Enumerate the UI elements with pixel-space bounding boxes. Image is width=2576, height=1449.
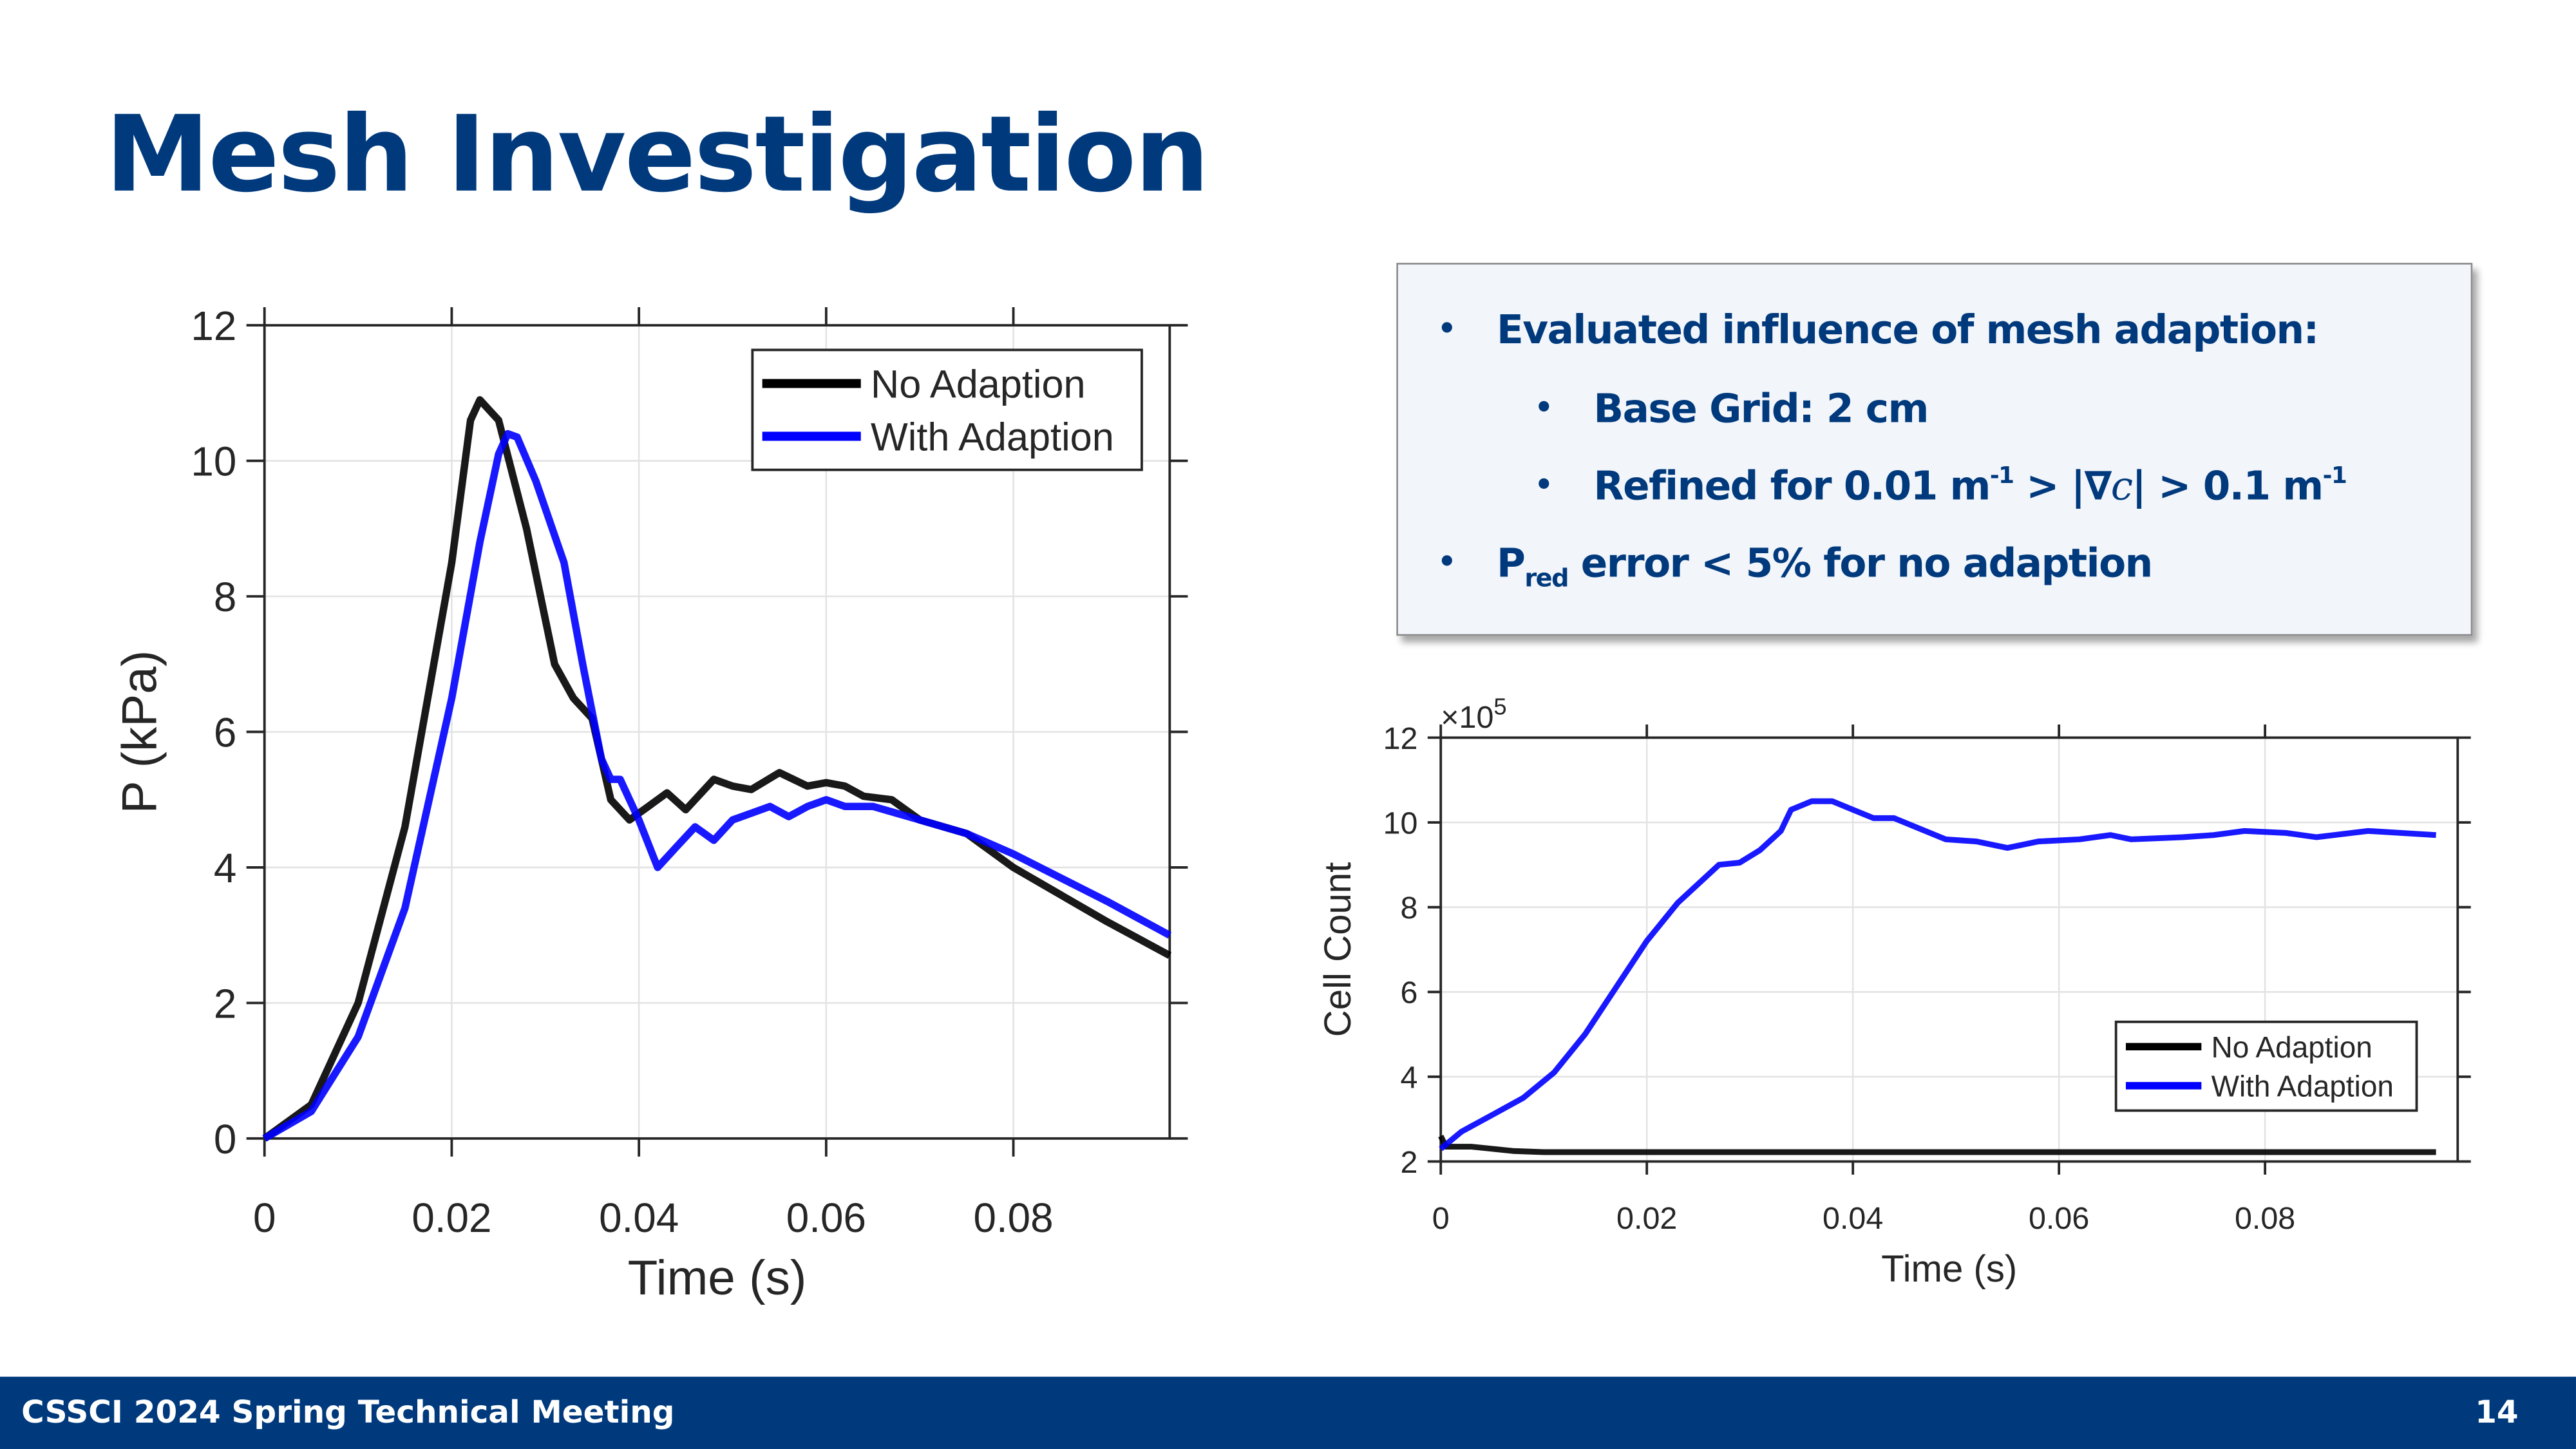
- subscript: red: [1524, 563, 1569, 593]
- y-tick-label: 4: [1401, 1060, 1418, 1095]
- exponent-power: 5: [1493, 694, 1506, 720]
- bullet-text: Evaluated influence of mesh adaption:: [1496, 307, 2319, 354]
- legend-entry: With Adaption: [2211, 1069, 2394, 1103]
- legend-entry: No Adaption: [871, 363, 1086, 406]
- legend-entry: With Adaption: [871, 415, 1114, 459]
- page-title: Mesh Investigation: [105, 95, 1209, 217]
- legend-entry: No Adaption: [2211, 1030, 2372, 1064]
- y-axis-label: P (kPa): [112, 650, 167, 814]
- x-tick-label: 0.04: [599, 1195, 679, 1241]
- x-axis-label: Time (s): [628, 1251, 807, 1305]
- y-tick-label: 8: [214, 574, 236, 620]
- superscript: -1: [1989, 463, 2014, 490]
- summary-box: • Evaluated influence of mesh adaption: •…: [1396, 263, 2473, 636]
- y-tick-label: 12: [1383, 721, 1418, 756]
- bullet-text: P: [1496, 540, 1526, 587]
- x-tick-label: 0.02: [1616, 1201, 1677, 1236]
- cell-count-chart: 0 0.02 0.04 0.06 0.08 2 4 6 8 10 12 Time (s) Cell Co…: [1317, 694, 2471, 1290]
- bullet-text: > |∇: [2013, 463, 2112, 509]
- y-tick-label: 4: [214, 845, 236, 891]
- x-tick-label: 0.04: [1823, 1201, 1883, 1236]
- bullet-1: • Evaluated influence of mesh adaption:: [1437, 307, 2319, 354]
- exponent-base: ×10: [1441, 700, 1493, 735]
- y-tick-label: 10: [191, 439, 236, 485]
- x-tick-label: 0.02: [412, 1195, 491, 1241]
- footer-meeting: CSSCI 2024 Spring Technical Meeting: [21, 1394, 675, 1431]
- bullet-text: Refined for 0.01 m: [1593, 463, 1991, 509]
- x-axis-label: Time (s): [1881, 1248, 2017, 1290]
- x-tick-label: 0: [1432, 1201, 1450, 1236]
- y-tick-label: 6: [214, 709, 236, 755]
- y-tick-label: 8: [1401, 891, 1418, 925]
- x-tick-label: 0.08: [2235, 1201, 2295, 1236]
- legend-box: [751, 348, 1143, 471]
- footer-bar: CSSCI 2024 Spring Technical Meeting 14: [0, 1376, 2576, 1449]
- series-line-no-adaption: [1438, 1135, 2436, 1155]
- y-tick-label: 6: [1401, 976, 1418, 1010]
- pressure-chart: 0 0.02 0.04 0.06 0.08 0 2 4 6 8 10 12 Time (s) P (kPa…: [112, 303, 1188, 1305]
- series-line-with-adaption: [1439, 798, 2436, 1151]
- bullet-text: error < 5% for no adaption: [1567, 540, 2153, 587]
- legend-box: [2114, 1020, 2418, 1112]
- x-tick-label: 0: [253, 1195, 276, 1241]
- x-tick-label: 0.06: [2029, 1201, 2089, 1236]
- bullet-4: • Pred error < 5% for no adaption: [1437, 540, 2153, 593]
- series-line-no-adaption: [262, 396, 1172, 1142]
- y-tick-label: 10: [1383, 806, 1418, 840]
- page-number: 14: [2475, 1394, 2519, 1431]
- bullet-text: | > 0.1 m: [2132, 463, 2324, 509]
- y-axis-label: Cell Count: [1317, 862, 1359, 1037]
- y-tick-label: 0: [214, 1116, 236, 1162]
- plot-frame: [1439, 736, 2459, 1163]
- x-tick-label: 0.06: [786, 1195, 866, 1241]
- series-line-with-adaption: [262, 430, 1172, 1142]
- y-tick-label: 12: [191, 303, 236, 349]
- axis-exponent: ×105: [1441, 694, 1506, 735]
- y-tick-label: 2: [214, 980, 236, 1027]
- bullet-2: • Base Grid: 2 cm: [1534, 386, 1929, 432]
- variable-c: c: [2110, 463, 2133, 509]
- bullet-text: Base Grid: 2 cm: [1593, 386, 1929, 432]
- superscript: -1: [2322, 463, 2347, 490]
- bullet-3: • Refined for 0.01 m-1 > |∇c| > 0.1 m-1: [1534, 463, 2347, 509]
- x-tick-label: 0.08: [974, 1195, 1054, 1241]
- y-tick-label: 2: [1401, 1145, 1418, 1180]
